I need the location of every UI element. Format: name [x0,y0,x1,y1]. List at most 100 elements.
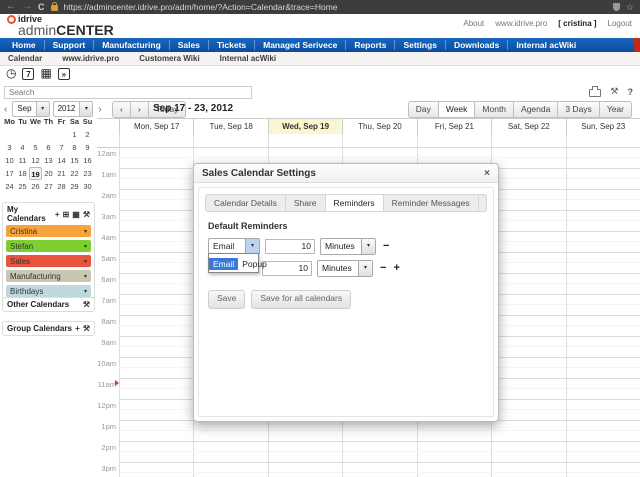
mini-calendar-day[interactable]: 21 [57,169,66,178]
subnav-item[interactable]: Calendar [8,54,43,63]
wrench-icon[interactable]: ⚒ [82,300,90,309]
calculator-icon[interactable]: ▦ [40,66,52,80]
mini-calendar-day[interactable]: 16 [83,156,92,165]
subnav-item[interactable]: Customera Wiki [139,54,200,63]
reminder-value-input[interactable] [265,238,315,254]
mini-calendar-day[interactable]: 27 [44,182,53,191]
nav-item[interactable]: Tickets [209,40,256,50]
header-link[interactable]: Logout [607,19,632,28]
add-calendar-icon[interactable]: + [75,324,80,333]
copy-icon[interactable]: ⊞ [62,209,70,219]
day-header[interactable]: Wed, Sep 19 [267,119,343,134]
allday-cell[interactable] [119,134,193,147]
reminder-unit-select[interactable]: Minutes ▾ [320,237,376,255]
modal-tab[interactable]: Reminders [325,195,384,211]
mini-calendar-day[interactable]: 4 [20,143,25,152]
remove-reminder-button[interactable]: − [383,240,390,252]
mini-calendar-day[interactable]: 2 [85,130,90,139]
nav-item[interactable]: Managed Serivece [255,40,347,50]
close-icon[interactable]: × [484,167,490,179]
day-header[interactable]: Sat, Sep 22 [491,119,565,134]
calendar-list-item[interactable]: Manufacturing ▾ [6,270,91,282]
browser-back-icon[interactable]: ← [6,1,16,12]
clock-icon[interactable]: ◷ [6,66,17,80]
today-button[interactable]: Today [148,101,187,118]
nav-item[interactable]: Support [45,40,95,50]
reminder-value-input[interactable] [262,260,312,276]
mini-calendar-day[interactable]: 22 [70,169,79,178]
calendar-list-item[interactable]: Cristina ▾ [6,225,91,237]
view-button[interactable]: Day [407,101,439,118]
view-button[interactable]: Year [599,101,632,118]
shield-icon[interactable] [612,3,620,11]
mini-calendar-day[interactable]: 10 [5,156,14,165]
search-input[interactable] [4,86,252,99]
print-icon[interactable] [589,86,602,97]
modal-titlebar[interactable]: Sales Calendar Settings × [194,164,498,183]
nav-item[interactable]: Sales [170,40,209,50]
mini-calendar-day[interactable]: 20 [44,169,53,178]
mini-calendar-day[interactable]: 5 [33,143,38,152]
allday-cell[interactable] [193,134,267,147]
mini-calendar-day[interactable]: 19 [29,167,42,180]
chevron-down-icon[interactable]: ▾ [83,243,87,250]
save-all-button[interactable]: Save for all calendars [251,290,352,309]
view-button[interactable]: 3 Days [558,101,600,118]
modal-tab[interactable]: Share [286,195,326,211]
mini-calendar-day[interactable]: 26 [31,182,40,191]
minical-prev-icon[interactable]: ‹ [4,103,8,115]
chevron-down-icon[interactable]: ▾ [83,288,87,295]
month-select[interactable]: Sep ▾ [12,101,50,117]
nav-item[interactable]: Internal acWiki [516,40,577,50]
next-week-button[interactable]: › [130,101,149,118]
mini-calendar-day[interactable]: 13 [44,156,53,165]
mini-calendar-day[interactable]: 23 [83,169,92,178]
mini-calendar-day[interactable]: 11 [18,156,27,165]
allday-cell[interactable] [565,134,640,147]
mini-calendar-day[interactable] [29,128,42,141]
mini-calendar-day[interactable]: 7 [59,143,64,152]
nav-item[interactable]: Manufacturing [94,40,170,50]
save-button[interactable]: Save [208,290,246,309]
mini-calendar-day[interactable]: 6 [46,143,51,152]
terminal-icon[interactable]: » [57,67,70,80]
view-button[interactable]: Agenda [514,101,559,118]
mini-calendar-day[interactable]: 9 [85,143,90,152]
add-calendar-icon[interactable]: + [54,209,60,219]
day-header[interactable]: Thu, Sep 20 [342,119,416,134]
mini-calendar-day[interactable]: 14 [57,156,66,165]
mini-calendar-day[interactable]: 1 [72,130,77,139]
wrench-icon[interactable]: ⚒ [610,86,619,96]
grid-icon[interactable]: ▦ [72,209,80,219]
mini-calendar-day[interactable]: 29 [70,182,79,191]
day-header[interactable]: Tue, Sep 18 [193,119,267,134]
mini-calendar-day[interactable]: 3 [7,143,12,152]
nav-item[interactable]: Settings [395,40,446,50]
dropdown-option[interactable]: Email [209,258,239,270]
modal-tab[interactable]: Calendar Details [206,195,286,211]
mini-calendar-day[interactable] [16,128,29,141]
mini-calendar-day[interactable] [55,128,68,141]
calendar-list-item[interactable]: Birthdays ▾ [6,285,91,297]
browser-reload-icon[interactable]: C [38,2,45,12]
header-link[interactable]: www.idrive.pro [495,19,548,28]
calendar-icon[interactable]: 7 [22,67,35,80]
mini-calendar-day[interactable]: 8 [72,143,77,152]
mini-calendar-day[interactable] [3,128,16,141]
chevron-down-icon[interactable]: ▾ [83,228,87,235]
mini-calendar-day[interactable]: 15 [70,156,79,165]
subnav-item[interactable]: www.idrive.pro [62,54,120,63]
mini-calendar-day[interactable]: 25 [18,182,27,191]
year-select[interactable]: 2012 ▾ [52,101,94,117]
subnav-item[interactable]: Internal acWiki [219,54,277,63]
day-header[interactable]: Fri, Sep 21 [416,119,491,134]
header-link[interactable]: [ cristina ] [558,19,597,28]
dropdown-option[interactable]: Popup [242,259,267,269]
nav-item[interactable]: Reports [346,40,396,50]
modal-tab[interactable]: Reminder Messages [384,195,479,211]
allday-cell[interactable] [416,134,491,147]
nav-item[interactable]: Home [4,40,45,50]
help-icon[interactable]: ? [627,86,634,97]
url-bar[interactable]: https://admincenter.idrive.pro/adm/home/… [63,2,338,12]
reminder-unit-select[interactable]: Minutes ▾ [317,259,373,277]
